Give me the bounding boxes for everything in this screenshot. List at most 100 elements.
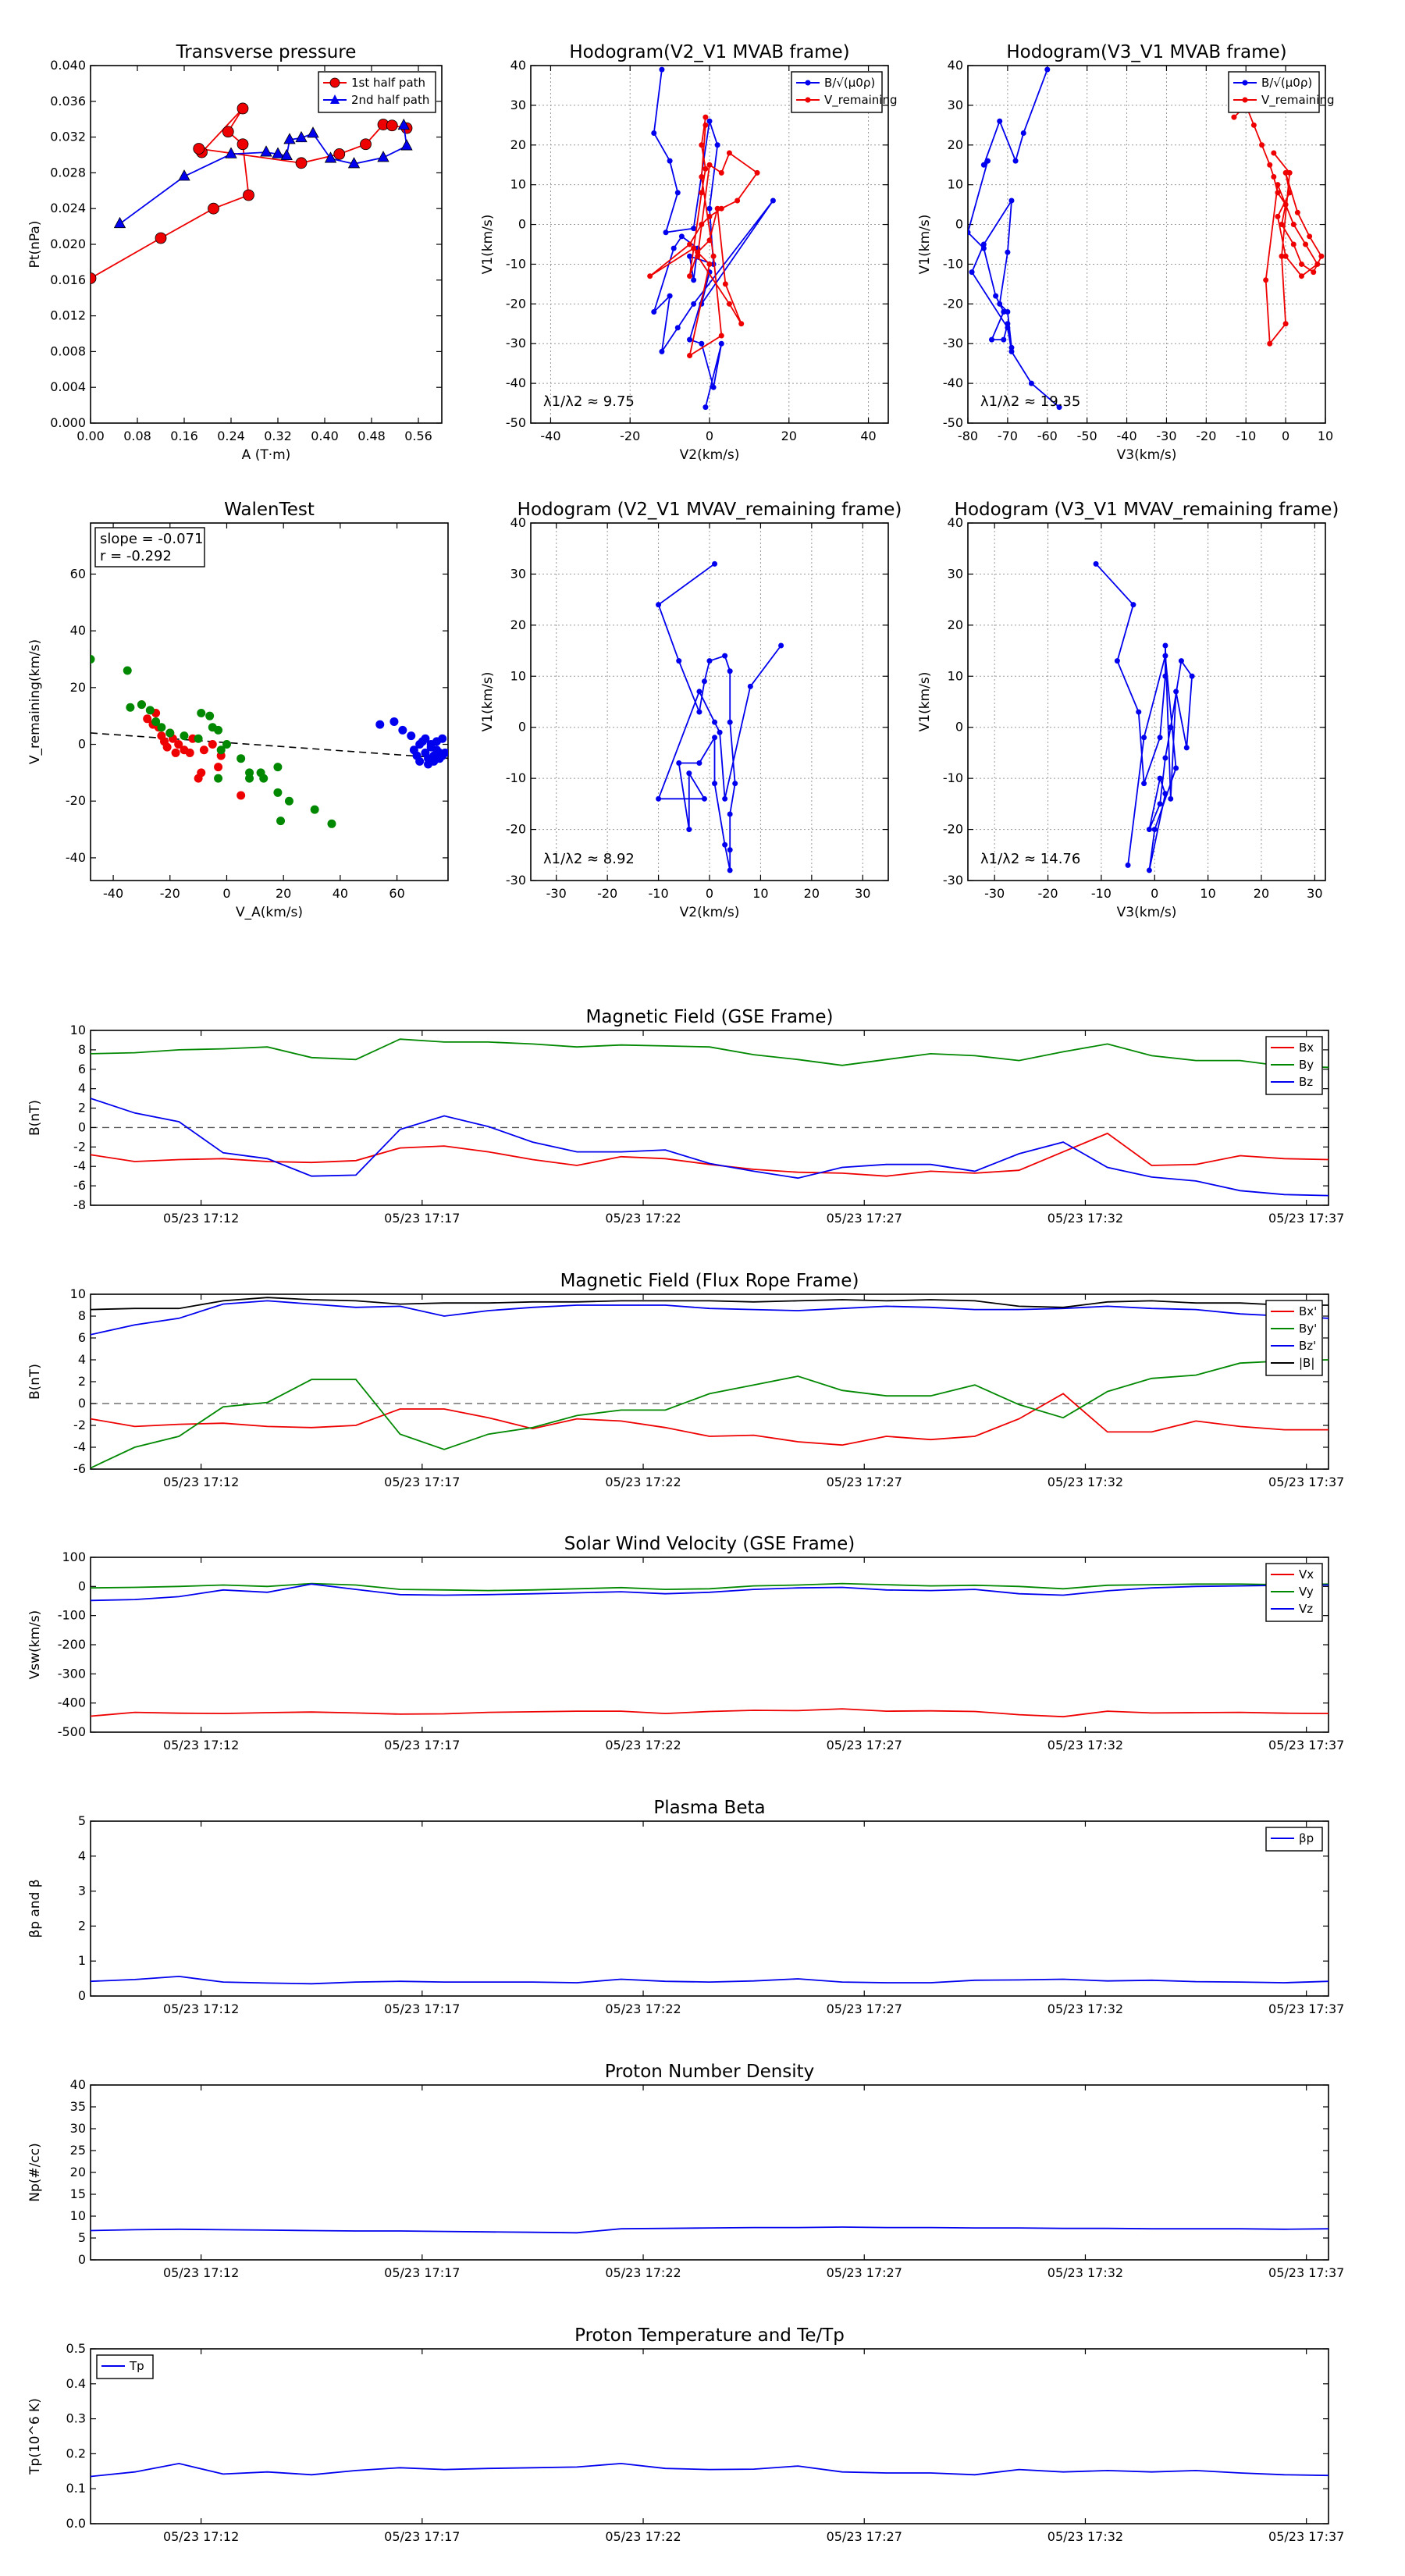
plot-frame	[530, 522, 889, 881]
data-point	[273, 763, 283, 772]
chart-h4: -30 -20 -10 0 10 20 30 -30 -20 -10 0 10 20 30 40Hodogr…	[917, 500, 1339, 920]
data-point	[1005, 249, 1011, 255]
data-point	[1303, 241, 1309, 247]
data-point	[137, 700, 146, 710]
data-point	[667, 293, 673, 299]
data-point	[722, 653, 728, 659]
data-point	[1028, 380, 1034, 386]
eigenvalue-ratio-label: λ1/λ2 ≈ 9.75	[543, 393, 635, 410]
data-point	[726, 301, 732, 307]
data-point	[113, 216, 126, 229]
y-tick-label: -200	[58, 1637, 86, 1652]
legend-marker	[1242, 97, 1248, 103]
y-tick-label: -40	[66, 850, 86, 865]
legend-marker	[1242, 80, 1248, 86]
y-tick-label: -20	[506, 296, 526, 311]
chart-h1: -40 -20 0 20 40 -50 -40 -30 -20 -10 0 10 20 30 40 Hodog…	[480, 42, 898, 463]
x-tick-label: 05/23 17:22	[605, 1211, 681, 1226]
data-point	[1275, 190, 1281, 196]
data-point	[714, 205, 720, 212]
chart-beta: 05/23 17:12 05/23 17:17 05/23 17:22 05/23 1…	[27, 1798, 1344, 2016]
data-point	[1056, 404, 1062, 411]
y-tick-label: 4	[78, 1848, 86, 1863]
data-point	[699, 190, 705, 196]
x-tick-label: -50	[1077, 429, 1097, 443]
y-tick-label: -10	[943, 770, 963, 785]
data-point	[706, 162, 713, 168]
plot-frame	[90, 1030, 1329, 1206]
y-axis-label: V1(km/s)	[917, 215, 933, 275]
x-tick-label: 10	[1318, 429, 1333, 443]
data-point	[1173, 688, 1179, 695]
data-point	[1318, 253, 1325, 259]
chart-title: Solar Wind Velocity (GSE Frame)	[564, 1534, 855, 1554]
y-tick-label: 10	[70, 1023, 86, 1037]
data-point	[1271, 173, 1277, 180]
y-tick-label: 0	[78, 1578, 86, 1593]
legend-label: Vx	[1299, 1567, 1314, 1582]
x-tick-label: 05/23 17:22	[605, 2529, 681, 2544]
series-by-line	[91, 1359, 1329, 1469]
data-point	[717, 729, 723, 735]
data-point	[659, 348, 665, 354]
plot-frame	[90, 522, 449, 881]
data-point	[687, 336, 693, 343]
data-point	[145, 706, 155, 715]
y-tick-label: 2	[78, 1101, 86, 1115]
y-tick-label: 20	[70, 680, 86, 695]
data-point	[1012, 158, 1019, 164]
data-point	[699, 142, 705, 148]
data-point	[710, 253, 717, 259]
y-tick-label: -20	[943, 296, 963, 311]
data-point	[980, 162, 987, 168]
data-point	[778, 642, 784, 649]
chart-vsw: 05/23 17:12 05/23 17:17 05/23 17:22 05/23 1…	[27, 1534, 1344, 1752]
chart-title: Magnetic Field (GSE Frame)	[586, 1007, 834, 1027]
legend-label: By'	[1299, 1322, 1317, 1336]
x-tick-label: -20	[1196, 429, 1216, 443]
data-point	[686, 770, 692, 777]
x-tick-label: -30	[546, 886, 567, 901]
data-point	[193, 143, 205, 155]
data-point	[327, 819, 336, 828]
y-tick-label: -40	[506, 375, 526, 390]
data-layer	[968, 66, 1325, 411]
x-tick-label: -20	[597, 886, 617, 901]
y-tick-label: -30	[506, 873, 526, 888]
data-point	[980, 241, 987, 247]
x-tick-label: 40	[860, 429, 876, 443]
data-layer	[91, 1297, 1329, 1469]
data-point	[663, 229, 669, 236]
chart-title: Proton Temperature and Te/Tp	[574, 2325, 845, 2346]
y-tick-label: 10	[70, 1286, 86, 1301]
x-tick-label: 0	[706, 886, 713, 901]
plot-frame	[90, 2348, 1329, 2524]
x-tick-label: 05/23 17:22	[605, 1738, 681, 1752]
data-point	[674, 325, 681, 331]
y-tick-label: 0	[518, 217, 526, 232]
data-point	[185, 748, 194, 757]
y-tick-label: -20	[66, 793, 86, 808]
data-point	[1162, 791, 1168, 797]
x-tick-label: 05/23 17:27	[827, 1738, 902, 1752]
data-point	[1008, 344, 1015, 350]
x-tick-label: -10	[1091, 886, 1112, 901]
x-tick-label: 05/23 17:32	[1048, 2529, 1123, 2544]
data-point	[706, 118, 713, 124]
y-axis-label: Pt(nPa)	[27, 221, 43, 269]
stats-box	[94, 527, 205, 568]
data-point	[706, 658, 713, 664]
stats-line: slope = -0.071	[100, 531, 203, 547]
x-tick-label: -60	[1037, 429, 1058, 443]
chart-title: Plasma Beta	[653, 1798, 765, 1818]
legend-label: Bx	[1299, 1041, 1314, 1055]
x-tick-label: -20	[1037, 886, 1058, 901]
data-point	[284, 796, 293, 806]
legend: Vx Vy Vz	[1265, 1563, 1323, 1622]
series-b0-line	[968, 69, 1060, 408]
data-point	[180, 731, 189, 741]
data-point	[997, 301, 1003, 307]
data-point	[1286, 169, 1293, 176]
series-bz-line	[91, 1098, 1329, 1197]
data-point	[1141, 781, 1147, 787]
